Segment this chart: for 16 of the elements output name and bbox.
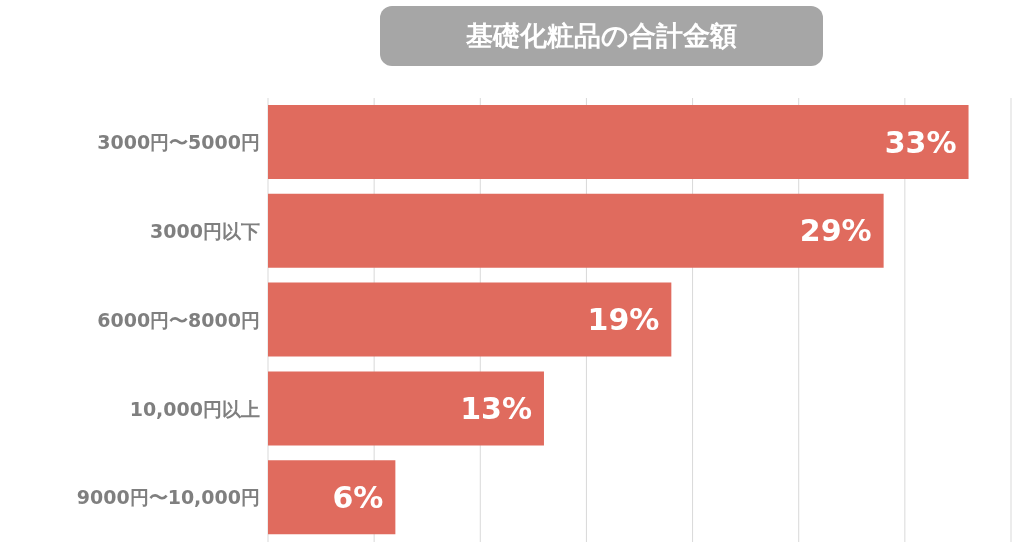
bar [268, 105, 969, 179]
data-label: 6% [332, 479, 384, 515]
y-tick-label: 3000円〜5000円 [97, 131, 260, 154]
y-tick-label: 10,000円以上 [129, 397, 260, 420]
y-tick-label: 9000円〜10,000円 [76, 486, 260, 509]
bar [268, 371, 544, 446]
data-label: 29% [799, 213, 872, 249]
bar [268, 282, 672, 357]
y-tick-label: 6000円〜8000円 [97, 308, 260, 331]
chart-title: 基礎化粧品の合計金額 [380, 6, 823, 66]
bar [268, 193, 884, 268]
data-label: 13% [460, 391, 532, 427]
data-label: 19% [587, 302, 660, 338]
data-label: 33% [884, 124, 957, 160]
y-tick-label: 3000円以下 [150, 219, 260, 242]
bar [268, 460, 396, 535]
